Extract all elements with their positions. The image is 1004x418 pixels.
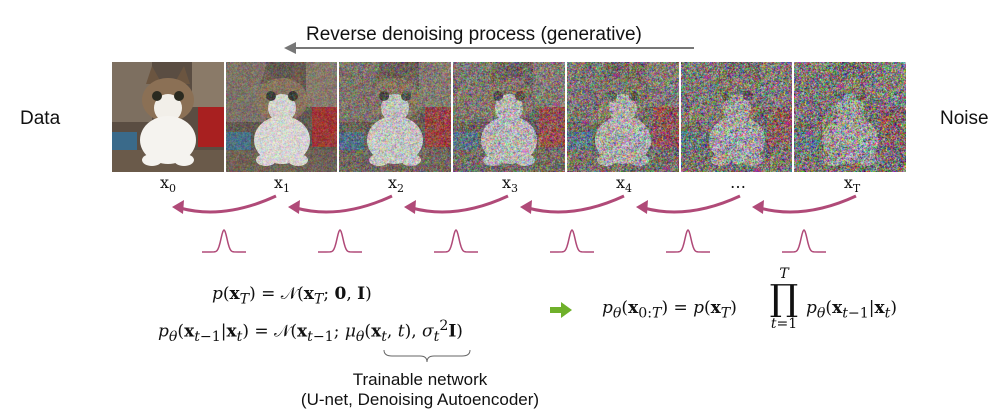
frame-1	[225, 62, 338, 172]
frame-label-main: …	[730, 173, 746, 192]
data-label: Data	[20, 108, 61, 129]
gaussian-icon	[318, 228, 362, 253]
frame-label-3: x3	[480, 173, 540, 195]
frame-4	[566, 62, 679, 172]
frame-label-main: x	[615, 173, 626, 192]
image-sequence	[112, 62, 907, 172]
frame-label-sub: 2	[397, 182, 405, 196]
frame-label-4: x4	[594, 173, 654, 195]
product-symbol: T ∏ t=1	[769, 266, 799, 332]
reverse-process-arrow	[284, 42, 694, 54]
frame-label-sub: 4	[625, 182, 633, 196]
gaussian-icon	[666, 228, 710, 253]
frame-label-1: x1	[252, 173, 312, 195]
frame-label-main: x	[159, 173, 170, 192]
frame-5	[680, 62, 793, 172]
reverse-step-arrow-4	[636, 194, 741, 253]
reverse-process-label: Reverse denoising process (generative)	[306, 24, 642, 45]
implies-arrow	[550, 302, 572, 318]
frame-label-sub: 1	[283, 182, 291, 196]
joint-equation-factor: pθ(xt−1|xt)	[806, 298, 897, 322]
frame-label-main: x	[273, 173, 284, 192]
frame-0	[112, 62, 224, 172]
frame-label-2: x2	[366, 173, 426, 195]
reverse-step-arrow-1	[288, 194, 393, 253]
frame-6	[794, 62, 907, 172]
joint-equation: pθ(x0:T) = p(xT)	[602, 298, 737, 322]
frame-label-0: x0	[138, 173, 198, 195]
underbrace	[383, 349, 471, 363]
frame-label-5: …	[708, 173, 768, 192]
network-caption: Trainable network (U-net, Denoising Auto…	[260, 370, 580, 410]
gaussian-icon	[434, 228, 478, 253]
frame-label-sub: 0	[169, 182, 177, 196]
gaussian-icon	[782, 228, 826, 253]
frame-2	[339, 62, 452, 172]
gaussian-icon	[550, 228, 594, 253]
reverse-step-equation: pθ(xt−1|xt) = 𝒩(xt−1; μθ(xt, t), σt2I)	[158, 318, 463, 346]
caption-line1: Trainable network	[352, 370, 488, 389]
reverse-step-arrow-3	[520, 194, 625, 253]
frame-label-sub: T	[852, 182, 861, 196]
caption-line2: (U-net, Denoising Autoencoder)	[300, 390, 540, 409]
noise-label: Noise	[940, 108, 989, 129]
frame-label-main: x	[387, 173, 398, 192]
frame-label-main: x	[501, 173, 512, 192]
gaussian-icon	[202, 228, 246, 253]
reverse-step-arrow-2	[404, 194, 509, 253]
reverse-arrows	[172, 194, 857, 253]
frame-label-sub: 3	[511, 182, 519, 196]
frame-label-6: xT	[822, 173, 882, 195]
reverse-step-arrow-5	[752, 194, 857, 253]
reverse-step-arrow-0	[172, 194, 277, 253]
frame-3	[453, 62, 565, 172]
frame-label-main: x	[843, 173, 853, 192]
prior-equation: p(xT) = 𝒩(xT; 0, I)	[212, 284, 372, 308]
